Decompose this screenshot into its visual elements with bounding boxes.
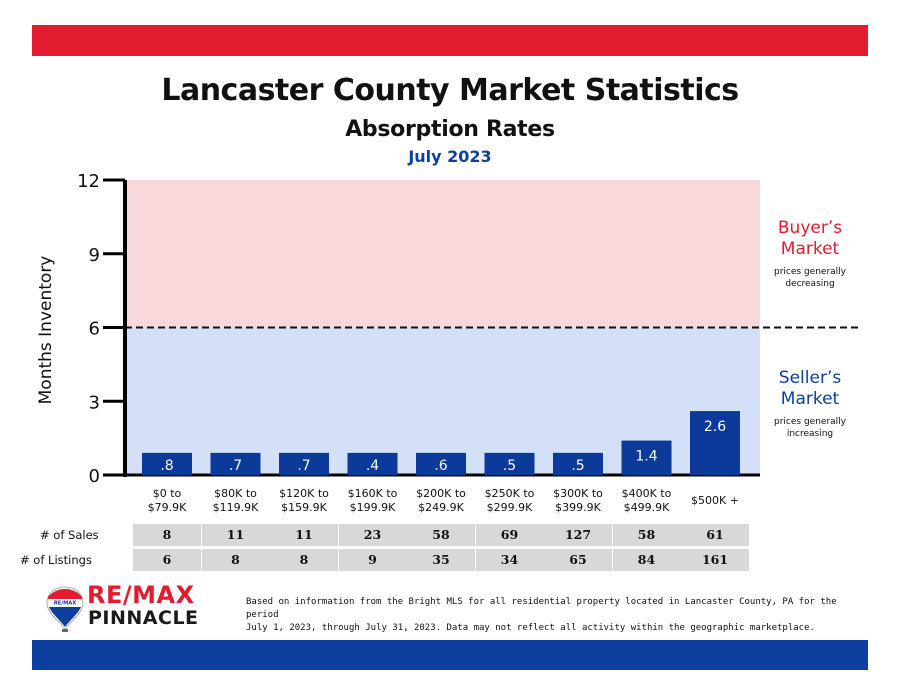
- table-row-label: # of Sales: [40, 528, 99, 542]
- category-label-line: $159.9K: [281, 501, 327, 514]
- table-cell: 8: [270, 549, 338, 571]
- buyers-zone: [125, 180, 760, 328]
- category-label: $120K to $159.9K: [269, 487, 339, 515]
- sellers-note-line1: prices generally: [774, 417, 846, 427]
- bar: [210, 452, 261, 475]
- logo-brand-text: RE/MAX: [87, 581, 195, 609]
- page-title: Lancaster County Market Statistics: [161, 73, 739, 108]
- bar-value-label: 1.4: [635, 449, 657, 465]
- absorption-chart: 0 3 6 9 12 .8 .7 .7 .4 .6 .5 .5 1.4 2.6: [77, 171, 860, 487]
- category-label: $500K +: [680, 494, 750, 508]
- category-label-line: $249.9K: [418, 501, 464, 514]
- balloon-label: RE/MAX: [54, 601, 77, 607]
- sellers-title-line1: Seller’s: [778, 368, 842, 388]
- category-label-line: $0 to: [152, 487, 182, 500]
- bar-value-label: .5: [571, 458, 584, 474]
- category-label: $0 to $79.9K: [132, 487, 202, 515]
- table-cell: 58: [612, 524, 681, 546]
- table-cell: 35: [407, 549, 475, 571]
- bar-value-label: .8: [160, 458, 173, 474]
- category-label: $200K to $249.9K: [406, 487, 476, 515]
- remax-pinnacle-logo: RE/MAX RE/MAX PINNACLE: [45, 581, 220, 635]
- category-label-line: $300K to: [553, 487, 603, 500]
- bar: [142, 452, 192, 475]
- y-tick-label: 3: [89, 392, 100, 413]
- footnote-line1: Based on information from the Bright MLS…: [246, 597, 837, 620]
- table-cell: 65: [544, 549, 612, 571]
- balloon-icon: RE/MAX: [46, 586, 84, 632]
- category-label-line: $500K +: [691, 494, 739, 507]
- table-cell: 23: [338, 524, 407, 546]
- y-tick-label: 0: [89, 466, 100, 487]
- table-cell: 11: [201, 524, 270, 546]
- category-label-line: $399.9K: [555, 501, 601, 514]
- category-label-line: $499.9K: [623, 501, 670, 514]
- bar: [416, 452, 466, 475]
- category-label: $160K to $199.9K: [338, 487, 408, 515]
- page-subtitle: Absorption Rates: [345, 117, 555, 142]
- table-cell: 69: [475, 524, 544, 546]
- logo-office-text: PINNACLE: [88, 607, 199, 629]
- table-cell: 58: [407, 524, 475, 546]
- bar-value-label: 2.6: [704, 419, 726, 435]
- table-cell: 84: [612, 549, 681, 571]
- bar: [621, 440, 672, 475]
- sellers-market-label: Seller’s Market: [750, 368, 870, 410]
- category-label-line: $160K to: [347, 487, 398, 500]
- table-cell: 127: [544, 524, 612, 546]
- bar: [553, 452, 603, 475]
- y-tick-label: 12: [77, 171, 100, 192]
- category-label-line: $400K to: [621, 487, 672, 500]
- table-cell: 8: [133, 524, 201, 546]
- sellers-market-note: prices generally increasing: [750, 416, 870, 440]
- bar: [484, 452, 535, 475]
- bar-value-label: .7: [229, 458, 242, 474]
- bar: [347, 452, 398, 475]
- table-row-label: # of Listings: [20, 553, 92, 567]
- buyers-market-note: prices generally decreasing: [750, 266, 870, 290]
- bar: [690, 411, 740, 475]
- table-cell: 9: [338, 549, 407, 571]
- category-label-line: $199.9K: [349, 501, 396, 514]
- y-tick-label: 6: [89, 319, 100, 340]
- category-label: $400K to $499.9K: [612, 487, 682, 515]
- category-label-line: $200K to: [416, 487, 466, 500]
- category-label-line: $250K to: [484, 487, 535, 500]
- table-cell: 34: [475, 549, 544, 571]
- category-label-line: $299.9K: [486, 501, 533, 514]
- top-banner: [32, 25, 868, 56]
- category-label: $300K to $399.9K: [543, 487, 613, 515]
- table-cell: 161: [681, 549, 749, 571]
- sellers-note-line2: increasing: [786, 429, 834, 439]
- buyers-title-line1: Buyer’s: [777, 218, 843, 238]
- y-axis-label: Months Inventory: [36, 255, 56, 405]
- buyers-market-label: Buyer’s Market: [750, 218, 870, 260]
- table-cell: 11: [270, 524, 338, 546]
- bar-value-label: .5: [503, 458, 516, 474]
- footnote-line2: July 1, 2023, through July 31, 2023. Dat…: [246, 623, 815, 633]
- buyers-title-line2: Market: [780, 239, 840, 259]
- category-label-line: $120K to: [279, 487, 329, 500]
- bottom-banner: [32, 640, 868, 670]
- table-cell: 61: [681, 524, 749, 546]
- category-label: $80K to $119.9K: [201, 487, 271, 515]
- bar-value-label: .7: [297, 458, 310, 474]
- bar-value-label: .4: [366, 458, 379, 474]
- category-label-line: $119.9K: [212, 501, 259, 514]
- y-tick-label: 9: [89, 245, 100, 266]
- bar: [279, 452, 329, 475]
- category-label-line: $80K to: [214, 487, 257, 500]
- bar-value-label: .6: [434, 458, 447, 474]
- buyers-note-line2: decreasing: [785, 279, 835, 289]
- category-label-line: $79.9K: [147, 501, 187, 514]
- table-cell: 6: [133, 549, 201, 571]
- buyers-note-line1: prices generally: [774, 267, 846, 277]
- source-footnote: Based on information from the Bright MLS…: [246, 596, 866, 635]
- category-label: $250K to $299.9K: [475, 487, 545, 515]
- sellers-title-line2: Market: [780, 389, 840, 409]
- report-date: July 2023: [408, 147, 492, 166]
- table-cell: 8: [201, 549, 270, 571]
